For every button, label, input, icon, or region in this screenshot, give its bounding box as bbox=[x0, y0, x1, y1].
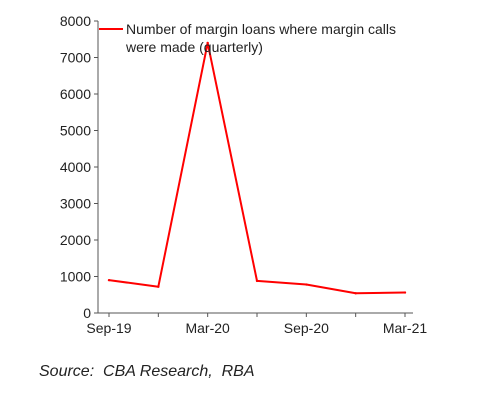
y-tick-label: 8000 bbox=[60, 13, 91, 29]
y-tick-label: 2000 bbox=[60, 232, 91, 248]
legend: Number of margin loans where margin call… bbox=[99, 21, 396, 55]
y-tick-label: 3000 bbox=[60, 196, 91, 212]
y-tick-label: 7000 bbox=[60, 50, 91, 66]
data-point bbox=[305, 283, 308, 286]
y-tick-label: 5000 bbox=[60, 123, 91, 139]
source-note: Source: CBA Research, RBA bbox=[39, 363, 255, 380]
data-point bbox=[354, 292, 357, 295]
series-line bbox=[108, 41, 406, 295]
data-point bbox=[107, 278, 111, 282]
data-point bbox=[206, 41, 209, 45]
x-tick-label: Mar-21 bbox=[383, 320, 428, 336]
data-point bbox=[255, 279, 259, 283]
y-tick-label: 1000 bbox=[60, 269, 91, 285]
legend-label-line: Number of margin loans where margin call… bbox=[126, 21, 396, 37]
y-tick-label: 0 bbox=[83, 305, 91, 321]
x-tick-label: Sep-20 bbox=[284, 320, 329, 336]
y-tick-label: 4000 bbox=[60, 159, 91, 175]
x-tick-label: Mar-20 bbox=[185, 320, 230, 336]
series-layer bbox=[107, 41, 407, 295]
legend-label-line: were made (quarterly) bbox=[125, 39, 263, 55]
y-axis-ticks: 0 1000 2000 3000 4000 5000 6000 7000 8000 bbox=[60, 13, 98, 321]
y-tick-label: 6000 bbox=[60, 86, 91, 102]
x-axis-ticks: Sep-19 Mar-20 Sep-20 Mar-21 bbox=[86, 313, 427, 336]
x-tick-label: Sep-19 bbox=[86, 320, 131, 336]
data-point bbox=[157, 285, 160, 288]
data-point bbox=[403, 291, 407, 294]
